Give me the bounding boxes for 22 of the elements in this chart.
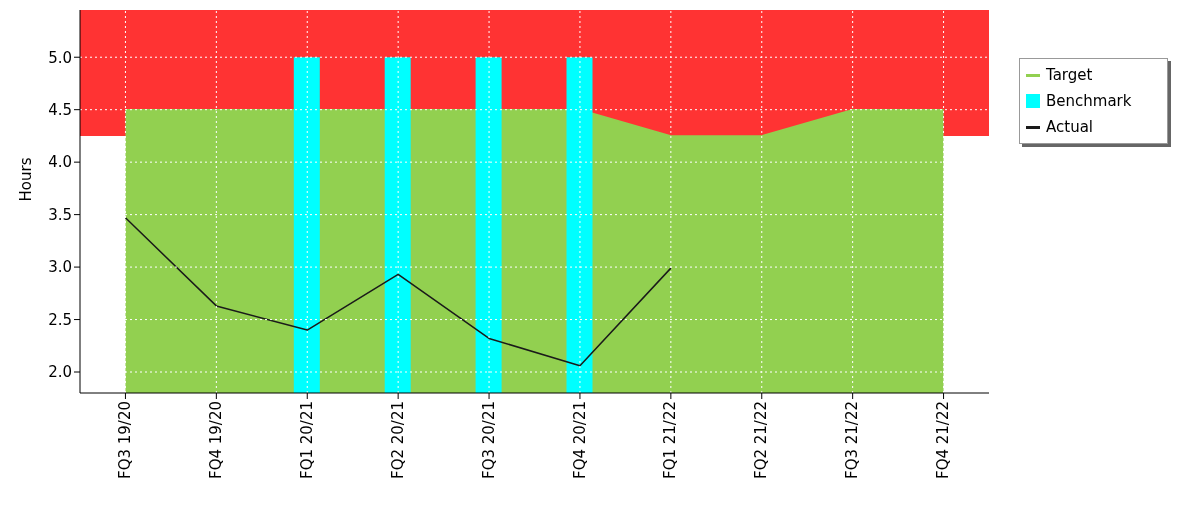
legend-label: Benchmark	[1046, 92, 1132, 110]
x-tick-label: FQ2 20/21	[388, 401, 407, 479]
y-tick-label: 5.0	[48, 48, 72, 67]
y-tick-label: 3.0	[48, 258, 72, 277]
x-tick-label: FQ4 20/21	[570, 401, 589, 479]
x-tick-label: FQ3 19/20	[116, 401, 135, 479]
legend-label: Target	[1046, 66, 1093, 84]
x-tick-label: FQ3 20/21	[479, 401, 498, 479]
x-tick-label: FQ2 21/22	[752, 401, 771, 479]
line-series	[124, 217, 672, 367]
x-tick-label: FQ3 21/22	[843, 401, 862, 479]
x-tick-label: FQ4 19/20	[207, 401, 225, 479]
x-tick-label: FQ4 21/22	[934, 401, 953, 479]
y-tick-label: 4.0	[48, 153, 72, 172]
y-tick-label: 2.5	[48, 310, 72, 329]
y-tick-label: 2.0	[48, 363, 72, 382]
legend-label: Actual	[1046, 118, 1093, 136]
y-tick-label: 3.5	[48, 205, 72, 224]
y-tick-label: 4.5	[48, 101, 72, 120]
y-axis-title: Hours	[17, 157, 36, 202]
x-tick-label: FQ1 20/21	[297, 401, 316, 479]
x-tick-label: FQ1 21/22	[661, 401, 680, 479]
